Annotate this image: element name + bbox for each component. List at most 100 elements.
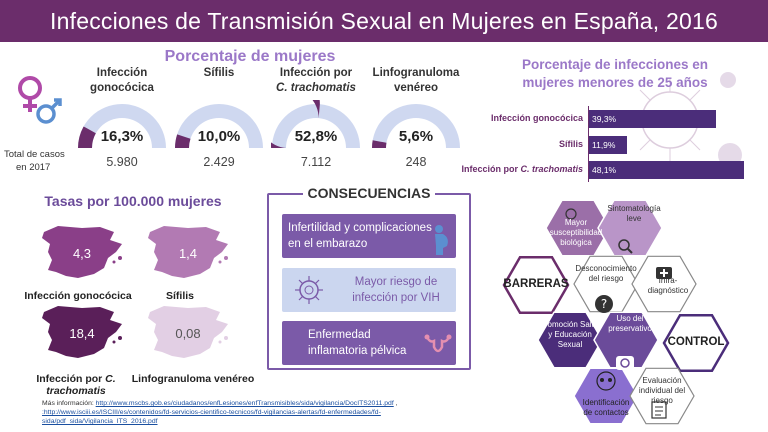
gauge-label-line2: gonocócica xyxy=(90,82,154,94)
hex-text-line: susceptibilidad xyxy=(549,228,603,237)
map-island xyxy=(118,256,122,260)
consequence-pid-text1: Enfermedad xyxy=(308,329,371,341)
hex-text-line: Mayor xyxy=(564,218,588,227)
hex-symptoms-text: Sintomatología leve xyxy=(600,204,668,224)
hex-text-line: preservativo xyxy=(608,324,652,333)
hex-text-line: y Educación xyxy=(548,330,592,339)
map-island xyxy=(112,340,116,344)
total-label-line2: en 2017 xyxy=(16,162,51,173)
gauge-label: Infección gonocócica xyxy=(67,66,177,96)
gauge-label-line1: Infección xyxy=(96,67,148,79)
young-title: Porcentaje de infecciones en mujeres men… xyxy=(505,56,725,92)
gauge-percent: 16,3% xyxy=(100,128,144,145)
gauge-track xyxy=(175,104,263,148)
gauge-count: 2.429 xyxy=(203,155,235,169)
map-label: Infección por C. trachomatis xyxy=(6,373,146,397)
gauge-track xyxy=(372,104,460,148)
gauge-label: Linfogranuloma venéreo xyxy=(361,66,471,96)
hex-text-line: Desconocimiento xyxy=(575,264,637,273)
map-label: Linfogranuloma venéreo xyxy=(131,373,255,385)
hex-symptoms xyxy=(597,199,663,257)
hex-text-line: Sexual xyxy=(557,340,583,349)
map-island xyxy=(224,336,228,340)
hex-contacts-text: Identificación de contactos xyxy=(572,398,640,418)
consequence-infertility-text2: en el embarazo xyxy=(288,238,368,250)
map-shape xyxy=(148,306,228,358)
hex-control-text: CONTROL xyxy=(667,336,725,348)
hex-shape xyxy=(545,199,611,257)
condom-icon xyxy=(616,356,634,370)
consequence-hiv-text2: infección por VIH xyxy=(352,292,440,304)
uterus-icon xyxy=(424,334,452,353)
gauge-chart xyxy=(78,104,166,148)
gauge-count: 7.112 xyxy=(300,155,332,169)
footer-link-2[interactable]: :http://www.isciii.es/ISCIII/es/contenid… xyxy=(42,409,381,416)
hex-evaluation xyxy=(629,367,695,425)
gauge-chart xyxy=(175,104,263,148)
question-icon: ? xyxy=(595,295,613,313)
consequence-hiv: Mayor riesgo de infección por VIH xyxy=(282,268,456,312)
hex-condom-text: Uso del preservativo xyxy=(596,314,664,334)
hex-shape xyxy=(629,367,695,425)
map-island xyxy=(112,260,116,264)
hex-underdiagnosis xyxy=(631,255,697,313)
hex-text-line: del riesgo xyxy=(588,274,624,283)
map-label-a: Infección por xyxy=(36,373,106,385)
gauge-label: Sífilis xyxy=(164,66,274,81)
bar xyxy=(589,136,628,154)
gauge-percent: 5,6% xyxy=(398,128,434,145)
gauge-chart xyxy=(271,100,360,148)
hex-shape xyxy=(631,255,697,313)
virus-icon xyxy=(295,276,323,304)
hex-text-line: leve xyxy=(626,214,642,223)
hex-text-line: individual del xyxy=(638,386,686,395)
hex-susceptibility xyxy=(545,199,611,257)
consequence-pid: Enfermedad inflamatoria pélvica xyxy=(282,321,456,365)
footer-link-3[interactable]: sida/pdf_sida/Vigilancia_ITS_2016.pdf xyxy=(42,418,158,425)
total-label-line1: Total de casos xyxy=(4,149,65,160)
hex-condom xyxy=(593,311,659,369)
gauge-percent: 10,0% xyxy=(197,128,241,145)
footer-link-1[interactable]: http://www.mscbs.gob.es/ciudadanos/enfLe… xyxy=(95,400,394,407)
map-value: 0,08 xyxy=(175,326,201,341)
hex-text-line: Evaluación xyxy=(642,376,682,385)
bar-category-label: Infección gonocócica xyxy=(490,113,583,123)
hex-ignorance-text: Desconocimiento del riesgo xyxy=(572,264,640,284)
checklist-icon xyxy=(651,401,667,419)
bar-category-label: Infección por C. trachomatis xyxy=(455,164,583,174)
consequence-pid-text2: inflamatoria pélvica xyxy=(308,345,407,357)
consequence-infertility-text1: Infertilidad y complicaciones xyxy=(288,222,432,234)
bar-axis xyxy=(588,106,589,182)
hex-text-line: riesgo xyxy=(651,396,673,405)
map-island xyxy=(218,340,222,344)
footer-prefix: Más información: xyxy=(42,400,96,407)
hex-susceptibility-text: Mayor susceptibilidad biológica xyxy=(542,218,610,248)
consequences-title: CONSECUENCIAS xyxy=(303,185,435,203)
gauge-label-line1: Sífilis xyxy=(203,67,235,79)
hex-shape xyxy=(662,314,730,372)
bar xyxy=(589,110,716,128)
gauge-fill xyxy=(372,140,387,148)
hex-education xyxy=(537,311,603,369)
gauges-title: Porcentaje de mujeres xyxy=(164,48,336,65)
hex-control xyxy=(662,314,730,372)
gauge-label: Infección por C. trachomatis xyxy=(261,66,371,96)
hex-text-line: Identificación xyxy=(582,398,630,407)
header-banner xyxy=(0,0,768,42)
bar-category-label-b: C. trachomatis xyxy=(520,164,583,174)
spain-map xyxy=(42,306,122,358)
hex-barriers-text: BARRERAS xyxy=(503,278,569,290)
spain-map xyxy=(148,226,228,278)
hex-underdiagnosis-text: Infra-diagnóstico xyxy=(634,276,702,296)
footer-separator: , xyxy=(393,400,398,407)
bar xyxy=(589,161,744,179)
spain-map xyxy=(42,226,122,278)
gauge-fill xyxy=(78,126,96,148)
svg-text:?: ? xyxy=(601,297,607,311)
hex-shape xyxy=(593,311,659,369)
map-label-b: C. trachomatis xyxy=(46,373,116,397)
bar-value-label: 39,3% xyxy=(592,114,617,124)
hexagon-diagram: ? xyxy=(502,199,730,425)
gauge-fill xyxy=(175,134,191,148)
hex-education-text: Promoción Salud y Educación Sexual xyxy=(536,320,604,350)
